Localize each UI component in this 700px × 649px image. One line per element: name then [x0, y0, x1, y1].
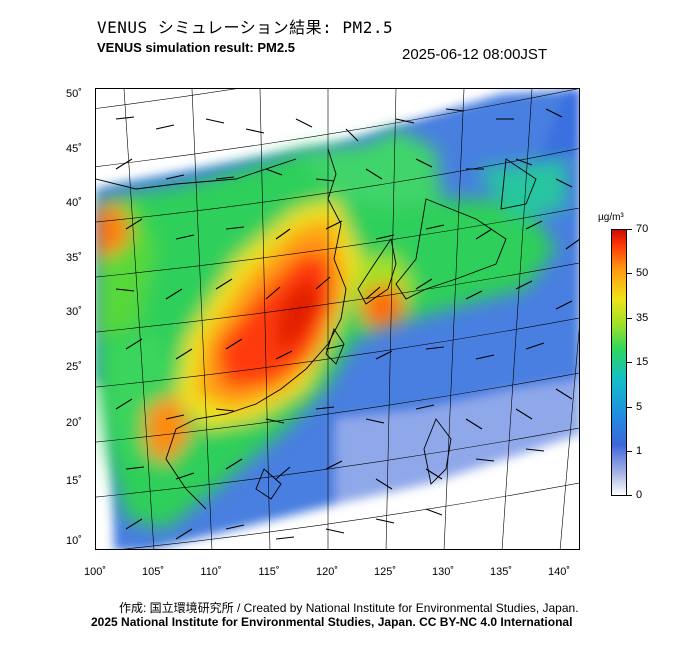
lat-label-35: 35˚ [66, 252, 82, 264]
legend-label-70: 70 [636, 223, 649, 235]
map-canvas [96, 89, 579, 549]
pm25-map [95, 88, 580, 550]
lon-label-130: 130˚ [431, 566, 455, 578]
lat-label-10: 10˚ [66, 535, 82, 547]
lat-label-30: 30˚ [66, 306, 82, 318]
lat-label-15: 15˚ [66, 475, 82, 487]
legend-tick [627, 229, 632, 230]
copyright-line: 2025 National Institute for Environmenta… [91, 615, 573, 629]
legend-label-15: 15 [636, 356, 649, 368]
legend-color-bar [611, 229, 627, 496]
credit-line: 作成: 国立環境研究所 / Created by National Instit… [119, 601, 579, 615]
legend-label-0: 0 [636, 489, 643, 501]
lon-label-105: 105˚ [141, 566, 165, 578]
legend-tick [627, 495, 632, 496]
legend-label-35: 35 [636, 312, 649, 324]
legend-label-5: 5 [636, 401, 643, 413]
lat-label-50: 50˚ [66, 88, 82, 100]
legend-tick [627, 318, 632, 319]
lon-label-120: 120˚ [315, 566, 339, 578]
lon-label-125: 125˚ [373, 566, 397, 578]
lon-label-100: 100˚ [83, 566, 107, 578]
legend-label-1: 1 [636, 445, 643, 457]
legend-tick [627, 451, 632, 452]
lon-label-140: 140˚ [547, 566, 571, 578]
legend-unit: µg/m³ [598, 212, 624, 223]
forecast-timestamp: 2025-06-12 08:00JST [402, 46, 548, 63]
lon-label-115: 115˚ [258, 566, 280, 578]
legend-label-50: 50 [636, 267, 649, 279]
title-japanese: VENUS シミュレーション結果: PM2.5 [97, 18, 394, 37]
legend-tick [627, 362, 632, 363]
lat-label-20: 20˚ [66, 417, 82, 429]
lat-label-45: 45˚ [66, 143, 82, 155]
title-english: VENUS simulation result: PM2.5 [97, 40, 295, 55]
lon-label-135: 135˚ [489, 566, 513, 578]
lat-label-40: 40˚ [66, 197, 82, 209]
lat-label-25: 25˚ [66, 361, 82, 373]
legend-tick [627, 273, 632, 274]
wind-vectors [115, 108, 579, 540]
legend-tick [627, 407, 632, 408]
lon-label-110: 110˚ [200, 566, 222, 578]
graticule [96, 89, 579, 549]
